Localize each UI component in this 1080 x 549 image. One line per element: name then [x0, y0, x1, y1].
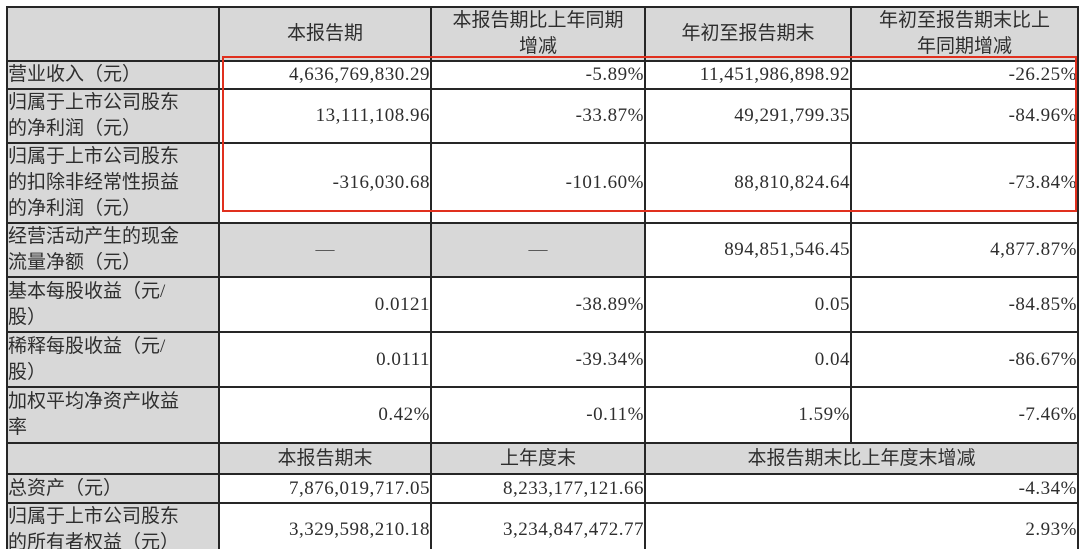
cell-diluted-eps-ytd-yoy: -86.67%	[850, 331, 1079, 388]
cell-total-assets-prior-year-end: 8,233,177,121.66	[430, 473, 646, 504]
header-period-end: 本报告期末	[218, 442, 432, 475]
header-empty-cell	[6, 6, 220, 62]
cell-cash-flow-current-dash: —	[218, 222, 432, 278]
cell-cash-flow-ytd-yoy: 4,877.87%	[850, 222, 1079, 278]
cell-excl-nonrecurring-ytd-yoy: -73.84%	[850, 142, 1079, 224]
cell-net-profit-ytd: 49,291,799.35	[644, 88, 852, 144]
cell-diluted-eps-current-yoy: -39.34%	[430, 331, 646, 388]
cell-roe-current: 0.42%	[218, 386, 432, 444]
cell-net-profit-current-yoy: -33.87%	[430, 88, 646, 144]
row-label-net-profit-excl-nonrecurring: 归属于上市公司股东 的扣除非经常性损益 的净利润（元）	[6, 142, 220, 224]
row-label-diluted-eps: 稀释每股收益（元/ 股）	[6, 331, 220, 388]
cell-total-assets-change: -4.34%	[644, 473, 1079, 504]
cell-roe-ytd-yoy: -7.46%	[850, 386, 1079, 444]
row-label-operating-cash-flow: 经营活动产生的现金 流量净额（元）	[6, 222, 220, 278]
cell-cash-flow-current-yoy-dash: —	[430, 222, 646, 278]
row-label-total-assets: 总资产（元）	[6, 473, 220, 504]
header-prior-year-end: 上年度末	[430, 442, 646, 475]
cell-diluted-eps-ytd: 0.04	[644, 331, 852, 388]
header-current-period: 本报告期	[218, 6, 432, 62]
table-row-total-assets: 总资产（元） 7,876,019,717.05 8,233,177,121.66…	[6, 473, 1079, 504]
header-empty-cell-bottom	[6, 442, 220, 475]
cell-roe-ytd: 1.59%	[644, 386, 852, 444]
cell-revenue-current: 4,636,769,830.29	[218, 60, 432, 90]
cell-excl-nonrecurring-ytd: 88,810,824.64	[644, 142, 852, 224]
cell-revenue-current-yoy: -5.89%	[430, 60, 646, 90]
cell-revenue-ytd: 11,451,986,898.92	[644, 60, 852, 90]
cell-total-assets-period-end: 7,876,019,717.05	[218, 473, 432, 504]
header-current-period-yoy: 本报告期比上年同期 增减	[430, 6, 646, 62]
header-ytd-yoy: 年初至报告期末比上 年同期增减	[850, 6, 1079, 62]
cell-revenue-ytd-yoy: -26.25%	[850, 60, 1079, 90]
table-row-net-profit-excl-nonrecurring: 归属于上市公司股东 的扣除非经常性损益 的净利润（元） -316,030.68 …	[6, 142, 1079, 224]
table-row-basic-eps: 基本每股收益（元/ 股） 0.0121 -38.89% 0.05 -84.85%	[6, 276, 1079, 333]
row-label-revenue: 营业收入（元）	[6, 60, 220, 90]
table-header-row-top: 本报告期 本报告期比上年同期 增减 年初至报告期末 年初至报告期末比上 年同期增…	[6, 6, 1079, 62]
table-row-net-profit: 归属于上市公司股东 的净利润（元） 13,111,108.96 -33.87% …	[6, 88, 1079, 144]
table-row-operating-cash-flow: 经营活动产生的现金 流量净额（元） — — 894,851,546.45 4,8…	[6, 222, 1079, 278]
cell-cash-flow-ytd: 894,851,546.45	[644, 222, 852, 278]
cell-basic-eps-current: 0.0121	[218, 276, 432, 333]
table-row-weighted-avg-roe: 加权平均净资产收益 率 0.42% -0.11% 1.59% -7.46%	[6, 386, 1079, 444]
row-label-equity: 归属于上市公司股东 的所有者权益（元）	[6, 502, 220, 549]
cell-equity-period-end: 3,329,598,210.18	[218, 502, 432, 549]
financial-summary-table: 本报告期 本报告期比上年同期 增减 年初至报告期末 年初至报告期末比上 年同期增…	[6, 6, 1079, 549]
cell-equity-change: 2.93%	[644, 502, 1079, 549]
cell-basic-eps-ytd: 0.05	[644, 276, 852, 333]
row-label-net-profit: 归属于上市公司股东 的净利润（元）	[6, 88, 220, 144]
header-ytd: 年初至报告期末	[644, 6, 852, 62]
cell-equity-prior-year-end: 3,234,847,472.77	[430, 502, 646, 549]
row-label-basic-eps: 基本每股收益（元/ 股）	[6, 276, 220, 333]
cell-net-profit-ytd-yoy: -84.96%	[850, 88, 1079, 144]
cell-net-profit-current: 13,111,108.96	[218, 88, 432, 144]
table-row-diluted-eps: 稀释每股收益（元/ 股） 0.0111 -39.34% 0.04 -86.67%	[6, 331, 1079, 388]
header-period-end-change: 本报告期末比上年度末增减	[644, 442, 1079, 475]
cell-excl-nonrecurring-current: -316,030.68	[218, 142, 432, 224]
table-row-revenue: 营业收入（元） 4,636,769,830.29 -5.89% 11,451,9…	[6, 60, 1079, 90]
cell-diluted-eps-current: 0.0111	[218, 331, 432, 388]
table-row-equity: 归属于上市公司股东 的所有者权益（元） 3,329,598,210.18 3,2…	[6, 502, 1079, 549]
row-label-weighted-avg-roe: 加权平均净资产收益 率	[6, 386, 220, 444]
cell-basic-eps-current-yoy: -38.89%	[430, 276, 646, 333]
cell-basic-eps-ytd-yoy: -84.85%	[850, 276, 1079, 333]
cell-roe-current-yoy: -0.11%	[430, 386, 646, 444]
table-header-row-bottom: 本报告期末 上年度末 本报告期末比上年度末增减	[6, 442, 1079, 475]
cell-excl-nonrecurring-current-yoy: -101.60%	[430, 142, 646, 224]
